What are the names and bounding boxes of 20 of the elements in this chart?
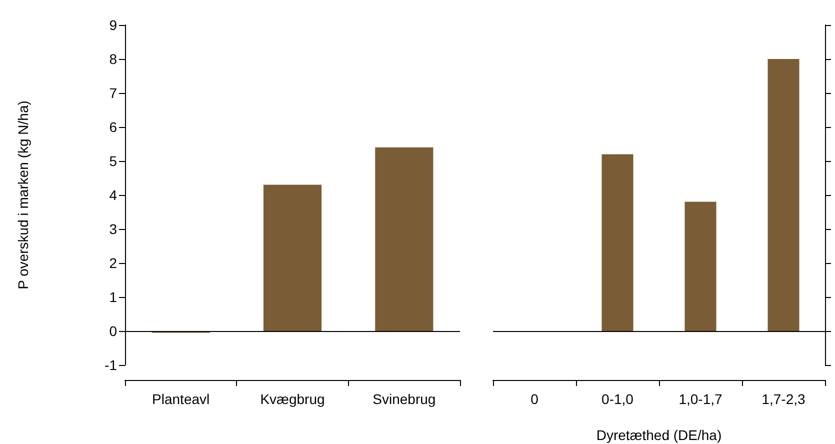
x-tick-label: 1,0-1,7 bbox=[678, 391, 723, 407]
y-tick-label: -1 bbox=[104, 357, 118, 373]
y-tick-label: 9 bbox=[109, 17, 118, 33]
y-tick-label: 4 bbox=[109, 187, 118, 203]
x-tick-label: Svinebrug bbox=[372, 391, 436, 407]
y-tick-label: 6 bbox=[109, 119, 118, 135]
y-tick-label: 7 bbox=[109, 85, 118, 101]
x-tick-label: Planteavl bbox=[152, 391, 210, 407]
x-axis-title: Dyretæthed (DE/ha) bbox=[596, 427, 722, 443]
x-tick-label: Kvægbrug bbox=[260, 391, 325, 407]
y-axis-title: P overskud i marken (kg N/ha) bbox=[15, 100, 31, 290]
y-tick-label: 8 bbox=[109, 51, 118, 67]
x-tick-label: 0-1,0 bbox=[602, 391, 634, 407]
y-tick-label: 1 bbox=[109, 289, 118, 305]
x-tick-label: 0 bbox=[530, 391, 539, 407]
y-tick-label: 2 bbox=[109, 255, 118, 271]
y-tick-label: 0 bbox=[109, 323, 118, 339]
y-tick-label: 3 bbox=[109, 221, 118, 237]
x-tick-label: 1,7-2,3 bbox=[762, 391, 806, 407]
y-tick-label: 5 bbox=[109, 153, 118, 169]
